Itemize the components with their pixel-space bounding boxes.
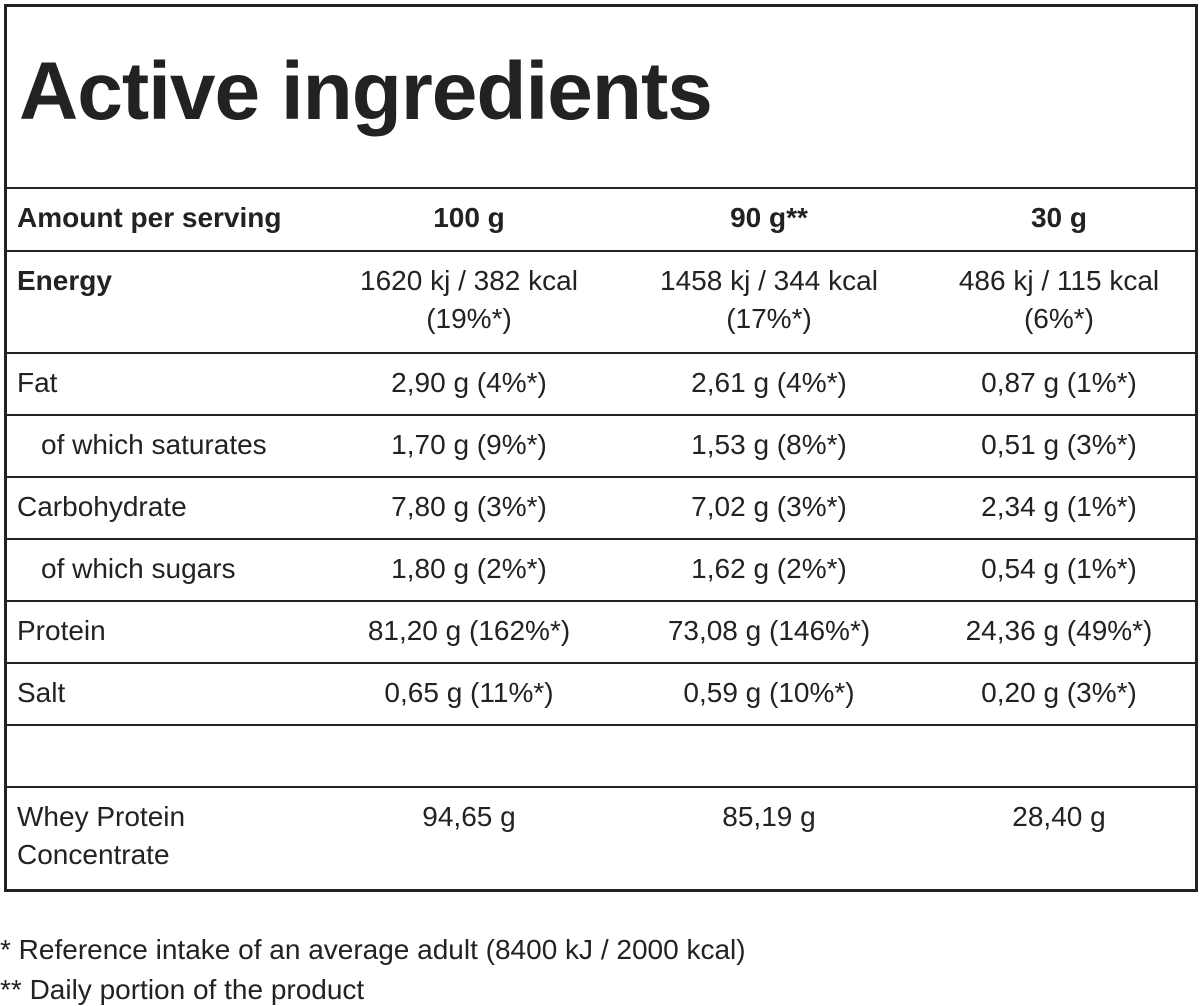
row-label: Carbohydrate: [17, 488, 187, 526]
value-cell: 7,02 g (3%*): [619, 488, 919, 526]
text-line: Carbohydrate: [17, 491, 187, 522]
title: Active ingredients: [19, 46, 713, 137]
row-border: [7, 786, 1195, 788]
row-border: [7, 662, 1195, 664]
value-cell: 1620 kj / 382 kcal (19%*): [319, 262, 619, 338]
column-header: 100 g: [433, 202, 505, 233]
text-line: 0,51 g (3%*): [981, 429, 1137, 460]
row-label: of which sugars: [41, 550, 236, 588]
row-border: [7, 187, 1195, 189]
value-cell: 486 kj / 115 kcal (6%*): [909, 262, 1200, 338]
row-label: Fat: [17, 364, 57, 402]
text-line: 1,53 g (8%*): [691, 429, 847, 460]
value-cell: 85,19 g: [619, 798, 919, 836]
text-line: 85,19 g: [722, 801, 816, 832]
value-cell: 0,20 g (3%*): [909, 674, 1200, 712]
text-line: Whey Protein: [17, 801, 186, 832]
value-cell: 1,53 g (8%*): [619, 426, 919, 464]
text-line: 1620 kj / 382 kcal: [360, 265, 578, 296]
nutrition-table: Active ingredients Amount per serving 100…: [4, 4, 1198, 892]
value-cell: 1,62 g (2%*): [619, 550, 919, 588]
value-cell: 7,80 g (3%*): [319, 488, 619, 526]
column-header: 30 g: [1030, 202, 1088, 233]
text-line: 7,80 g (3%*): [391, 491, 547, 522]
value-cell: 0,51 g (3%*): [909, 426, 1200, 464]
value-cell: 0,54 g (1%*): [909, 550, 1200, 588]
value-cell: 81,20 g (162%*): [319, 612, 619, 650]
text-line: Energy: [17, 265, 112, 296]
value-cell: 28,40 g: [909, 798, 1200, 836]
text-line: 73,08 g (146%*): [667, 615, 871, 646]
row-border: [7, 476, 1195, 478]
text-line: Protein: [17, 615, 106, 646]
value-cell: 0,65 g (11%*): [319, 674, 619, 712]
text-line: Fat: [17, 367, 58, 398]
value-cell: 94,65 g: [319, 798, 619, 836]
text-line: 0,59 g (10%*): [683, 677, 855, 708]
footnote: ** Daily portion of the product: [0, 974, 365, 1005]
text-line: 24,36 g (49%*): [965, 615, 1153, 646]
row-border: [7, 600, 1195, 602]
row-label: Energy: [17, 262, 112, 300]
row-border: [7, 724, 1195, 726]
value-cell: 2,61 g (4%*): [619, 364, 919, 402]
column-header: 90 g**: [730, 202, 808, 233]
text-line: (17%*): [726, 303, 812, 334]
text-line: 0,54 g (1%*): [981, 553, 1137, 584]
text-line: 1458 kj / 344 kcal: [660, 265, 878, 296]
text-line: 486 kj / 115 kcal: [958, 265, 1160, 296]
value-cell: 1,80 g (2%*): [319, 550, 619, 588]
value-cell: 1458 kj / 344 kcal (17%*): [619, 262, 919, 338]
text-line: 1,70 g (9%*): [391, 429, 547, 460]
text-line: (19%*): [426, 303, 512, 334]
value-cell: 73,08 g (146%*): [619, 612, 919, 650]
text-line: (6%*): [1023, 303, 1094, 334]
value-cell: 2,34 g (1%*): [909, 488, 1200, 526]
row-border: [7, 352, 1195, 354]
text-line: of which saturates: [41, 429, 267, 460]
text-line: 7,02 g (3%*): [691, 491, 847, 522]
text-line: 2,34 g (1%*): [981, 491, 1137, 522]
row-border: [7, 538, 1195, 540]
value-cell: 2,90 g (4%*): [319, 364, 619, 402]
value-cell: 0,87 g (1%*): [909, 364, 1200, 402]
row-label: of which saturates: [41, 426, 267, 464]
row-header-label: Amount per serving: [17, 202, 282, 233]
footnote: * Reference intake of an average adult (…: [0, 934, 746, 965]
value-cell: 1,70 g (9%*): [319, 426, 619, 464]
text-line: 81,20 g (162%*): [367, 615, 571, 646]
text-line: 0,20 g (3%*): [981, 677, 1137, 708]
text-line: 1,62 g (2%*): [691, 553, 847, 584]
text-line: 2,90 g (4%*): [391, 367, 547, 398]
value-cell: 0,59 g (10%*): [619, 674, 919, 712]
row-border: [7, 414, 1195, 416]
text-line: 28,40 g: [1012, 801, 1106, 832]
text-line: 94,65 g: [422, 801, 516, 832]
text-line: Concentrate: [17, 839, 170, 870]
text-line: of which sugars: [41, 553, 236, 584]
row-label: Whey Protein Concentrate: [17, 798, 185, 874]
text-line: 0,65 g (11%*): [384, 677, 554, 708]
text-line: 1,80 g (2%*): [391, 553, 547, 584]
text-line: Salt: [17, 677, 66, 708]
text-line: 2,61 g (4%*): [691, 367, 847, 398]
value-cell: 24,36 g (49%*): [909, 612, 1200, 650]
row-label: Protein: [17, 612, 106, 650]
text-line: 0,87 g (1%*): [981, 367, 1137, 398]
row-border: [7, 250, 1195, 252]
row-label: Salt: [17, 674, 65, 712]
